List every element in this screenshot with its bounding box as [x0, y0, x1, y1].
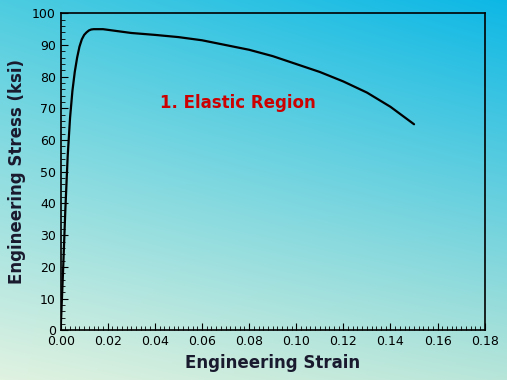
- Y-axis label: Engineering Stress (ksi): Engineering Stress (ksi): [8, 59, 26, 284]
- X-axis label: Engineering Strain: Engineering Strain: [185, 354, 360, 372]
- Text: 1. Elastic Region: 1. Elastic Region: [160, 94, 315, 112]
